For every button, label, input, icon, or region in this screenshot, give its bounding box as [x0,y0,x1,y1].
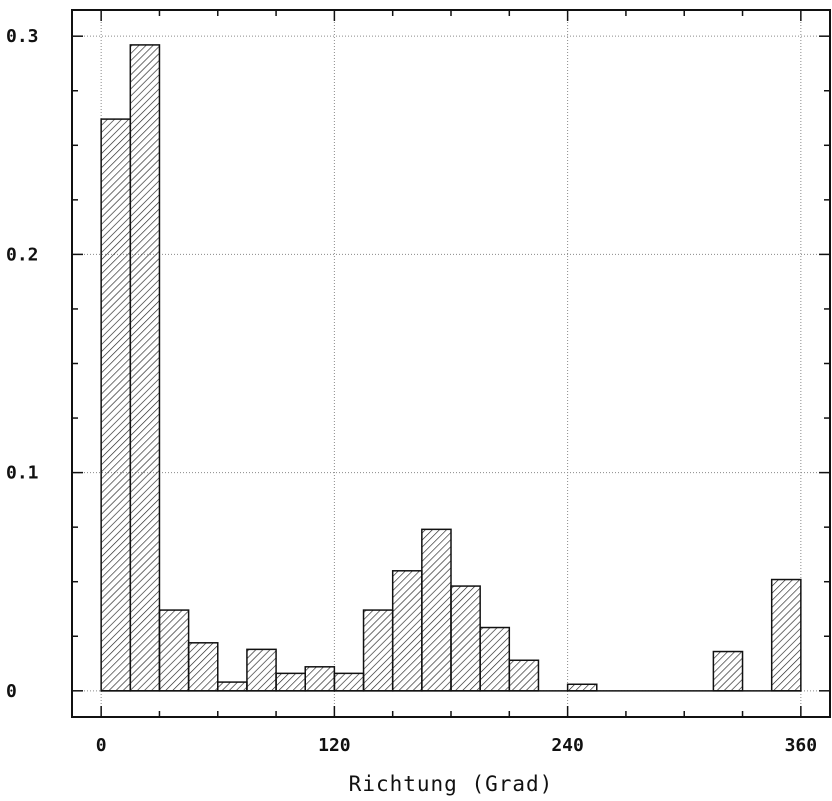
histogram-bar [362,609,394,692]
histogram-bar [450,585,481,692]
histogram-bar [129,44,161,692]
y-tick-label: 0.2 [6,244,39,265]
y-tick-label: 0.1 [6,463,39,484]
tick-marks [72,10,830,717]
histogram-bar [479,626,511,692]
bars [100,44,802,692]
histogram-bar [333,672,365,692]
x-tick-label: 360 [785,735,818,756]
x-tick-label: 120 [318,735,351,756]
histogram-bar [187,642,219,692]
histogram-bar [391,570,423,692]
histogram-bar [770,578,802,692]
histogram-bar [304,666,336,692]
histogram-bar [566,683,598,692]
histogram-bar [217,681,248,692]
histogram-bar [158,609,190,692]
x-tick-labels: 0 120 240 360 [96,735,817,756]
y-tick-labels: 0 0.1 0.2 0.3 [6,26,39,702]
histogram-bar [275,672,306,692]
x-tick-label: 240 [551,735,584,756]
y-tick-label: 0.3 [6,26,39,47]
x-axis-title: Richtung (Grad) [349,772,554,796]
histogram-bar [508,659,540,692]
x-tick-label: 0 [96,735,107,756]
histogram-bar [421,528,452,692]
histogram-bar [246,648,277,692]
histogram-bar [100,118,132,692]
histogram-bar [712,650,744,692]
y-tick-label: 0 [6,681,17,702]
